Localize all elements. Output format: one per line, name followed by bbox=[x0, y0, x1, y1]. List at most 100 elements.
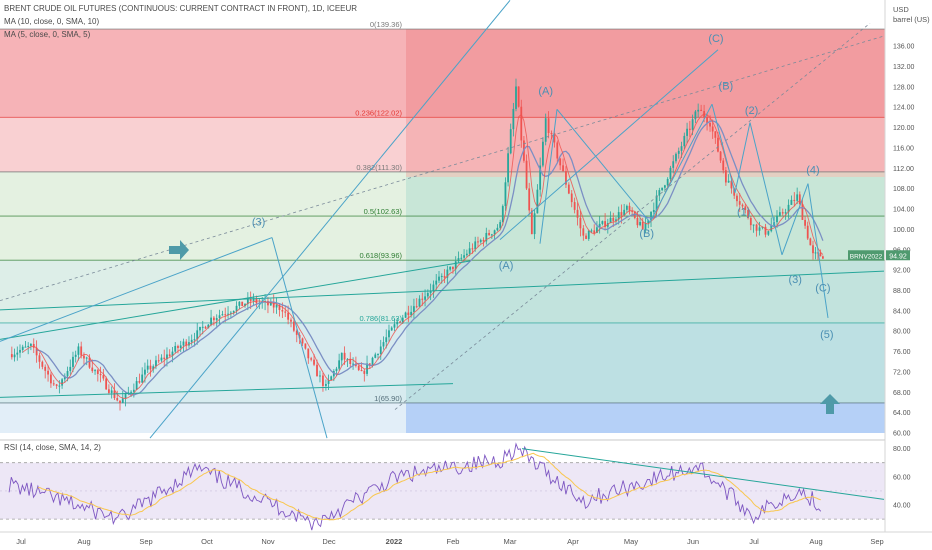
candle-body bbox=[21, 346, 24, 350]
candle-body bbox=[119, 400, 121, 404]
candle-body bbox=[83, 355, 85, 359]
dashed-trend-1 bbox=[0, 35, 885, 302]
candle-body bbox=[784, 212, 787, 214]
zigzag-3 bbox=[649, 103, 713, 223]
candle-body bbox=[644, 222, 647, 230]
candle-body bbox=[13, 354, 16, 358]
candle-body bbox=[168, 354, 171, 356]
axis-unit-1: USD bbox=[893, 5, 909, 14]
price-tick-label: 132.00 bbox=[893, 64, 915, 71]
candle-body bbox=[281, 309, 284, 312]
candle-body bbox=[275, 304, 278, 308]
candle-body bbox=[623, 209, 626, 216]
price-tick-label: 124.00 bbox=[893, 105, 915, 112]
fib-zone-618-786 bbox=[0, 260, 885, 323]
candle-body bbox=[421, 298, 424, 300]
candle-body bbox=[371, 357, 374, 365]
candle-body bbox=[562, 165, 564, 172]
price-tick-label: 136.00 bbox=[893, 44, 915, 51]
candle-body bbox=[471, 248, 474, 250]
candle-body bbox=[711, 126, 714, 132]
fib-label-5: 0.786(81.63) bbox=[359, 314, 402, 323]
price-tick-label: 84.00 bbox=[893, 308, 911, 315]
candle-body bbox=[252, 298, 255, 302]
candle-body bbox=[149, 365, 152, 370]
candle-body bbox=[50, 374, 52, 384]
candle-body bbox=[130, 391, 132, 393]
candle-body bbox=[235, 305, 238, 311]
price-tick-label: 80.00 bbox=[893, 329, 911, 336]
price-tick-label: 108.00 bbox=[893, 186, 915, 193]
candle-body bbox=[35, 347, 38, 356]
candle-body bbox=[639, 221, 641, 226]
candle-body bbox=[675, 153, 677, 162]
candle-body bbox=[528, 188, 531, 211]
candle-body bbox=[570, 193, 573, 203]
fib-label-4: 0.618(93.96) bbox=[359, 251, 402, 260]
candle-body bbox=[102, 375, 105, 379]
c-wave-line bbox=[499, 49, 719, 240]
candle-body bbox=[322, 375, 324, 386]
candle-body bbox=[559, 158, 562, 166]
candle-body bbox=[363, 370, 366, 374]
candle-body bbox=[697, 109, 700, 112]
zigzag-5 bbox=[734, 122, 751, 193]
fib-zone-below-1 bbox=[0, 402, 885, 433]
candle-body bbox=[468, 248, 471, 254]
candle-body bbox=[804, 219, 806, 226]
candle-body bbox=[694, 111, 697, 120]
candle-body bbox=[110, 390, 113, 393]
candle-body bbox=[249, 298, 252, 302]
candle-body bbox=[738, 201, 741, 205]
candle-body bbox=[573, 202, 576, 210]
candle-body bbox=[124, 392, 127, 399]
candle-body bbox=[479, 239, 482, 242]
price-tick-label: 92.00 bbox=[893, 268, 911, 275]
candle-body bbox=[565, 171, 567, 185]
candle-body bbox=[677, 150, 680, 154]
rsi-tick-label: 40.00 bbox=[893, 503, 911, 510]
candle-body bbox=[432, 284, 435, 291]
time-tick-label: Feb bbox=[447, 537, 460, 546]
candle-body bbox=[292, 321, 295, 331]
candle-body bbox=[593, 230, 596, 233]
candle-body bbox=[52, 383, 55, 385]
candle-body bbox=[454, 261, 457, 270]
candle-body bbox=[27, 345, 30, 347]
chart-title: BRENT CRUDE OIL FUTURES (CONTINUOUS: CUR… bbox=[4, 4, 358, 13]
candle-body bbox=[604, 221, 606, 227]
candle-body bbox=[313, 359, 315, 365]
candle-body bbox=[747, 209, 749, 218]
candle-body bbox=[99, 373, 102, 376]
candle-body bbox=[179, 345, 182, 349]
candle-body bbox=[576, 209, 579, 218]
candle-body bbox=[536, 189, 539, 214]
candle-body bbox=[477, 241, 479, 243]
wave-label: (3) bbox=[788, 274, 801, 286]
candle-body bbox=[404, 312, 407, 318]
candle-body bbox=[352, 363, 354, 365]
candle-body bbox=[335, 368, 338, 371]
candle-body bbox=[741, 204, 744, 207]
candle-body bbox=[96, 370, 99, 374]
candle-body bbox=[399, 321, 401, 323]
candle-body bbox=[547, 118, 550, 133]
range-box-upper bbox=[406, 29, 885, 177]
candle-body bbox=[244, 303, 246, 306]
candle-body bbox=[620, 212, 623, 216]
candle-body bbox=[683, 135, 686, 147]
candle-body bbox=[121, 398, 124, 404]
candle-body bbox=[663, 185, 666, 188]
wave-label: (5) bbox=[820, 329, 833, 341]
candle-body bbox=[691, 119, 694, 130]
candle-body bbox=[515, 86, 517, 109]
candle-body bbox=[41, 361, 44, 367]
candle-body bbox=[587, 230, 590, 239]
candle-body bbox=[446, 269, 449, 278]
time-tick-label: Nov bbox=[261, 537, 275, 546]
price-tick-label: 68.00 bbox=[893, 390, 911, 397]
candle-body bbox=[686, 128, 688, 136]
price-tick-label: 128.00 bbox=[893, 84, 915, 91]
candle-body bbox=[504, 182, 507, 207]
